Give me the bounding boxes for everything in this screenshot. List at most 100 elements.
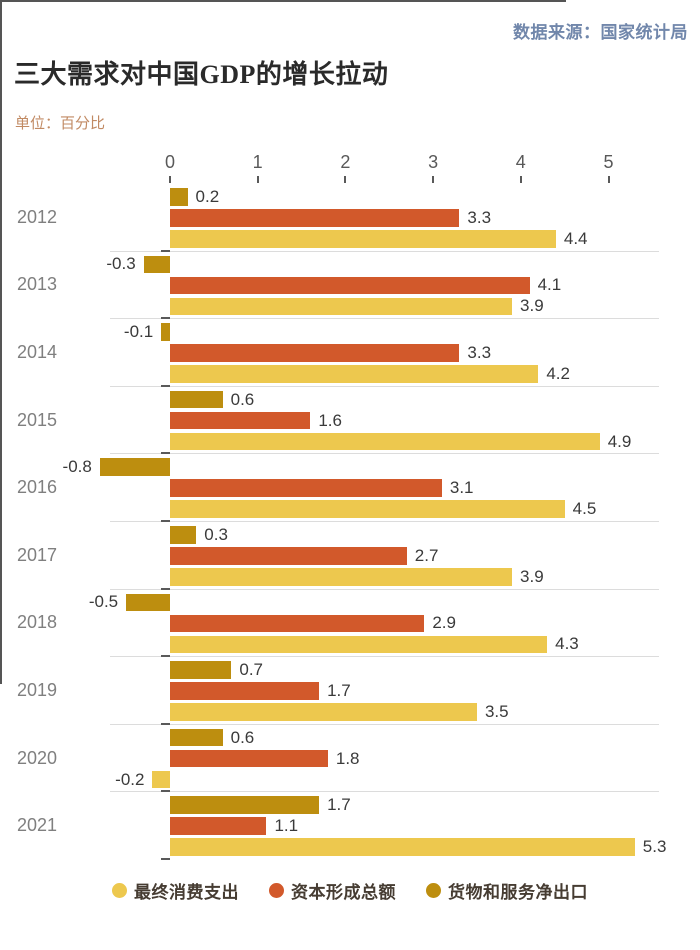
x-tick-mark-4 [519, 176, 522, 183]
bar-2015-capital [170, 411, 311, 430]
value-label-2014-capital: 3.3 [467, 342, 492, 362]
group-separator [110, 318, 659, 320]
x-tick-label-1: 1 [252, 152, 263, 172]
bar-2014-capital [170, 344, 460, 362]
group-separator [110, 791, 659, 793]
value-label-2018-consumption: 4.3 [555, 634, 579, 654]
x-tick-mark-0 [169, 176, 171, 183]
value-label-2014-net_exports: -0.1 [123, 321, 154, 341]
bar-2018-capital [170, 614, 425, 633]
year-label-2015: 2015 [17, 409, 58, 430]
legend-swatch-net_exports [426, 883, 441, 898]
value-label-2019-net_exports: 0.7 [239, 659, 264, 679]
year-label-2012: 2012 [17, 206, 58, 227]
legend-label-capital: 资本形成总额 [291, 883, 396, 902]
zero-line-tick [161, 655, 170, 658]
bar-2018-consumption [170, 635, 548, 654]
bar-2017-consumption [170, 568, 513, 586]
x-tick-label-0: 0 [164, 152, 175, 172]
zero-line-tick [161, 587, 170, 590]
bar-2019-consumption [170, 703, 477, 721]
x-tick-mark-5 [607, 176, 610, 183]
chart-title: 三大需求对中国GDP的增长拉动 [14, 60, 389, 89]
zero-line-tick [161, 722, 170, 725]
legend: 最终消费支出 资本形成总额 货物和服务净出口 [0, 878, 700, 903]
legend-item-net_exports: 货物和服务净出口 [426, 878, 588, 903]
legend-label-net_exports: 货物和服务净出口 [448, 883, 588, 902]
value-label-2020-net_exports: 0.6 [230, 727, 255, 747]
group-separator [110, 453, 659, 455]
data-source-label: 数据来源：国家统计局 [513, 23, 688, 42]
value-label-2013-capital: 4.1 [537, 275, 562, 295]
value-label-2016-capital: 3.1 [449, 478, 474, 498]
x-tick-mark-1 [256, 176, 259, 183]
year-label-2020: 2020 [17, 747, 58, 768]
bar-2019-net_exports [170, 661, 232, 679]
value-label-2013-net_exports: -0.3 [106, 254, 136, 274]
bar-2019-capital [170, 682, 320, 700]
bar-2012-net_exports [170, 188, 188, 206]
value-label-2015-consumption: 4.9 [607, 431, 632, 451]
group-separator [110, 385, 659, 387]
value-label-2018-capital: 2.9 [432, 613, 456, 633]
legend-label-consumption: 最终消费支出 [134, 883, 239, 902]
x-tick-mark-2 [344, 176, 347, 183]
zero-baseline [0, 2, 2, 684]
x-tick-label-4: 4 [515, 152, 526, 172]
group-separator [110, 656, 659, 658]
value-label-2019-capital: 1.7 [327, 680, 351, 700]
value-label-2020-capital: 1.8 [335, 748, 360, 768]
value-label-2012-consumption: 4.4 [563, 228, 588, 248]
value-label-2019-consumption: 3.5 [484, 701, 509, 721]
bar-2018-net_exports [126, 593, 170, 612]
bar-2016-net_exports [99, 458, 170, 476]
legend-swatch-capital [269, 883, 284, 898]
year-label-2014: 2014 [17, 342, 58, 362]
bar-2017-net_exports [170, 526, 197, 544]
bar-2016-consumption [170, 500, 565, 518]
group-separator [110, 588, 659, 590]
year-label-2017: 2017 [17, 544, 58, 565]
bar-2016-capital [170, 479, 442, 497]
legend-item-consumption: 最终消费支出 [112, 878, 239, 903]
bar-2015-net_exports [170, 390, 223, 409]
x-tick-label-5: 5 [603, 152, 614, 172]
legend-item-capital: 资本形成总额 [269, 878, 396, 903]
year-label-2019: 2019 [17, 680, 58, 700]
value-label-2013-consumption: 3.9 [520, 296, 544, 316]
zero-line-tick [161, 790, 170, 793]
bar-2012-capital [170, 209, 460, 227]
value-label-2014-consumption: 4.2 [546, 363, 570, 383]
bar-2020-capital [170, 749, 328, 768]
bar-2014-net_exports [161, 323, 170, 341]
x-axis-line [0, 0, 566, 2]
bar-2013-capital [170, 276, 530, 295]
bar-2020-consumption [152, 770, 170, 789]
zero-line-tick [161, 249, 170, 252]
zero-line-tick [161, 520, 170, 522]
value-label-2017-capital: 2.7 [414, 545, 439, 565]
value-label-2017-net_exports: 0.3 [204, 524, 228, 544]
group-separator [110, 250, 659, 252]
bar-2014-consumption [170, 365, 539, 383]
bar-2021-net_exports [170, 796, 320, 814]
value-label-2017-consumption: 3.9 [520, 566, 544, 586]
unit-label: 单位：百分比 [15, 115, 106, 132]
group-separator [110, 723, 659, 725]
bar-2017-capital [170, 547, 407, 565]
bar-2021-capital [170, 817, 267, 835]
x-tick-label-3: 3 [428, 152, 439, 172]
value-label-2021-consumption: 5.3 [642, 837, 667, 857]
bar-2013-net_exports [143, 255, 170, 274]
x-tick-mark-3 [432, 176, 435, 183]
year-label-2021: 2021 [17, 815, 58, 836]
value-label-2020-consumption: -0.2 [115, 769, 145, 789]
year-label-2013: 2013 [17, 274, 58, 295]
legend-swatch-consumption [112, 883, 127, 898]
bar-2012-consumption [170, 230, 556, 248]
bar-2020-net_exports [170, 728, 223, 747]
axis-end-tick [161, 858, 170, 860]
value-label-2015-capital: 1.6 [318, 410, 342, 430]
